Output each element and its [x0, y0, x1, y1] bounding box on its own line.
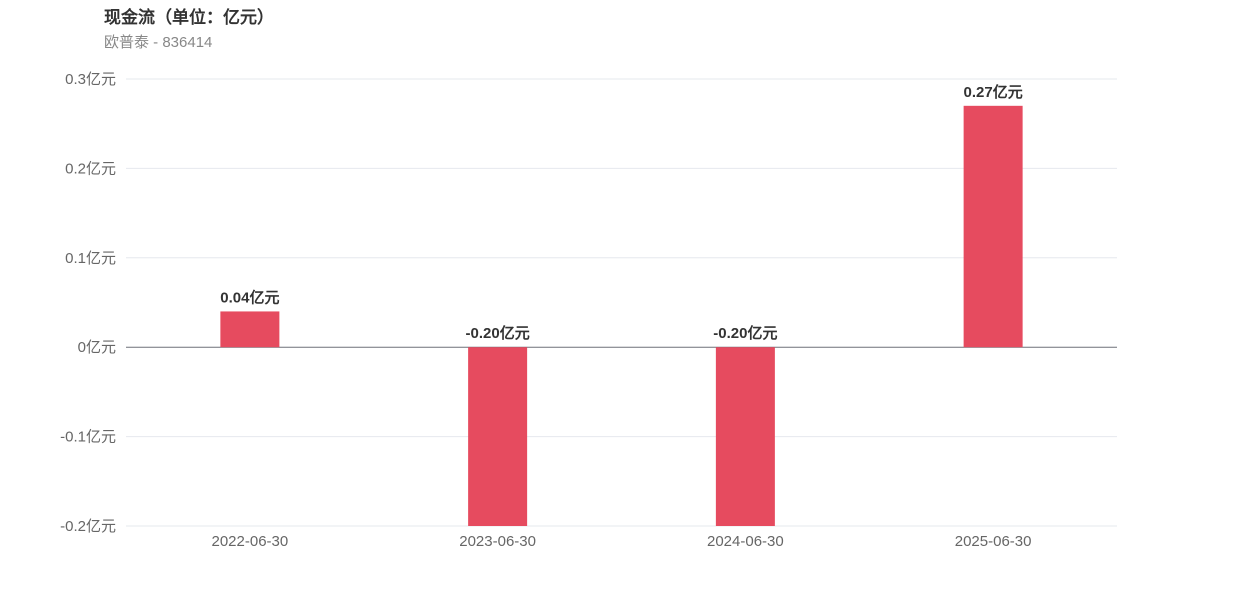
y-tick-label: 0.3亿元 [65, 71, 116, 88]
data-label: 0.27亿元 [964, 83, 1023, 101]
bar [220, 311, 280, 348]
y-tick-label: 0.1亿元 [65, 250, 116, 267]
y-tick-label: 0亿元 [78, 339, 116, 356]
bar [468, 347, 528, 526]
x-tick-label: 2024-06-30 [707, 533, 784, 550]
y-tick-label: 0.2亿元 [65, 160, 116, 177]
data-label: 0.04亿元 [220, 288, 279, 306]
chart-title: 现金流（单位：亿元） [104, 8, 274, 27]
data-label: -0.20亿元 [713, 324, 777, 342]
x-tick-label: 2023-06-30 [459, 533, 536, 550]
bar [715, 347, 775, 526]
x-tick-label: 2025-06-30 [955, 533, 1032, 550]
data-label: -0.20亿元 [466, 324, 530, 342]
y-tick-label: -0.1亿元 [60, 429, 116, 446]
x-tick-label: 2022-06-30 [212, 533, 289, 550]
bar [963, 105, 1023, 348]
y-tick-label: -0.2亿元 [60, 518, 116, 535]
chart-subtitle: 欧普泰 - 836414 [104, 34, 213, 51]
